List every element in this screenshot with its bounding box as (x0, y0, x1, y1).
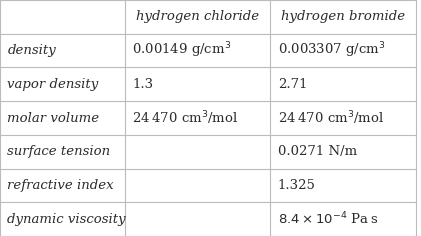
Text: refractive index: refractive index (8, 179, 114, 192)
Text: dynamic viscosity: dynamic viscosity (8, 213, 126, 226)
Text: 0.00149 g/cm$^3$: 0.00149 g/cm$^3$ (132, 41, 232, 60)
Text: 1.325: 1.325 (278, 179, 316, 192)
Text: hydrogen chloride: hydrogen chloride (136, 10, 259, 23)
Text: molar volume: molar volume (8, 111, 100, 125)
Text: 0.0271 N/m: 0.0271 N/m (278, 145, 357, 158)
Text: 0.003307 g/cm$^3$: 0.003307 g/cm$^3$ (278, 41, 386, 60)
Text: surface tension: surface tension (8, 145, 111, 158)
Text: 1.3: 1.3 (132, 78, 153, 91)
Text: 2.71: 2.71 (278, 78, 307, 91)
Text: vapor density: vapor density (8, 78, 99, 91)
Text: density: density (8, 44, 56, 57)
Text: hydrogen bromide: hydrogen bromide (281, 10, 405, 23)
Text: $8.4\times10^{-4}$ Pa s: $8.4\times10^{-4}$ Pa s (278, 211, 378, 228)
Text: 24 470 cm$^3$/mol: 24 470 cm$^3$/mol (278, 109, 384, 127)
Text: 24 470 cm$^3$/mol: 24 470 cm$^3$/mol (132, 109, 239, 127)
